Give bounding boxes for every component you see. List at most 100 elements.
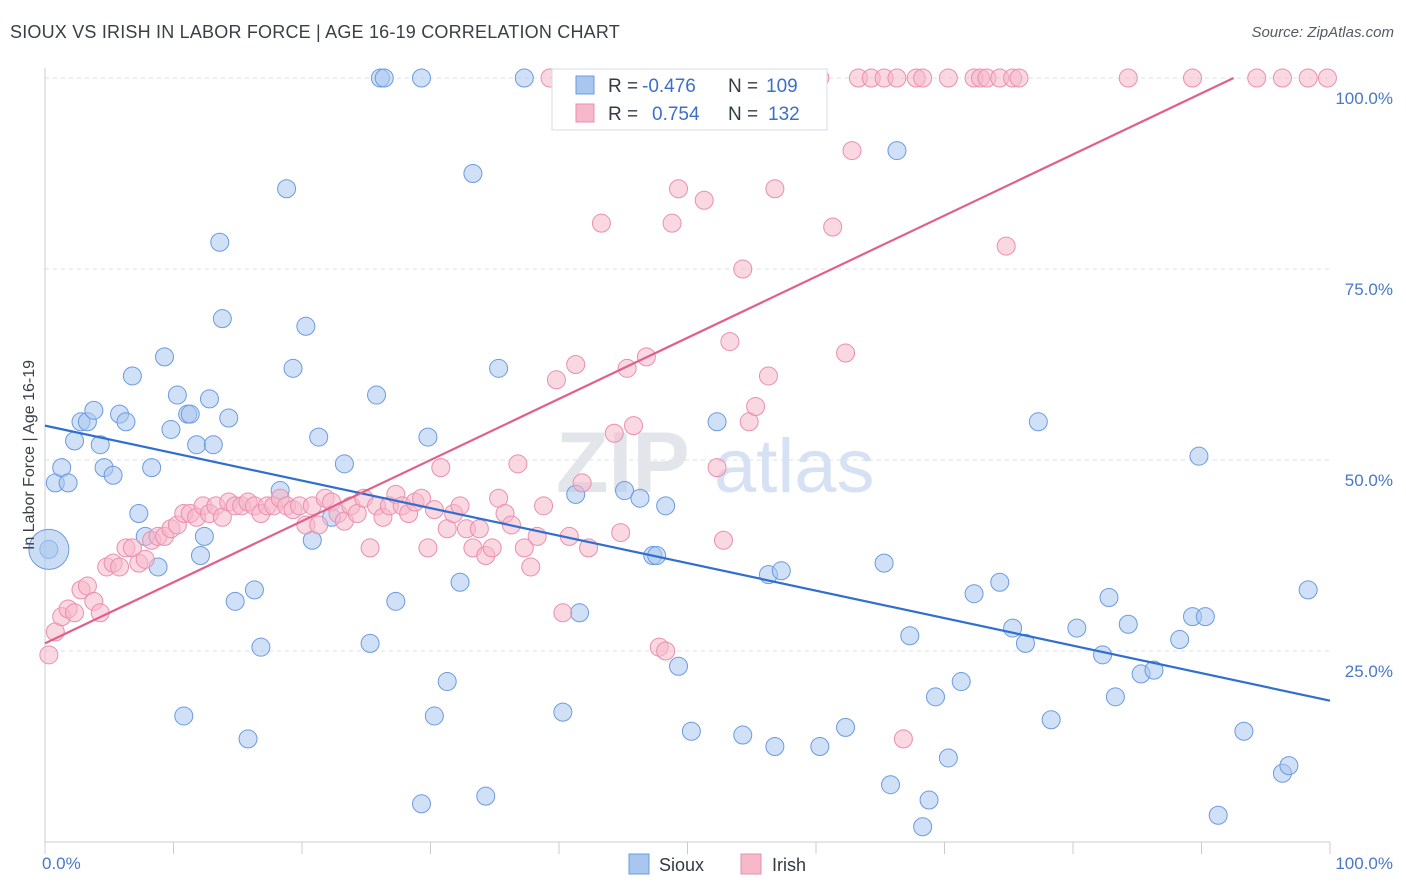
legend-r-value-sioux: -0.476 xyxy=(642,76,696,97)
x-tick-label-0: 0.0% xyxy=(42,854,81,873)
point-irish-136 xyxy=(1317,68,1337,88)
y-tick-label-1: 50.0% xyxy=(1345,471,1393,490)
point-sioux-20 xyxy=(167,385,187,405)
point-irish-4 xyxy=(65,603,85,623)
point-irish-11 xyxy=(110,557,130,577)
point-sioux-14 xyxy=(129,503,149,523)
point-sioux-43 xyxy=(334,454,354,474)
point-sioux-81 xyxy=(919,790,939,810)
point-sioux-8 xyxy=(90,435,110,455)
point-irish-80 xyxy=(553,603,573,623)
point-irish-98 xyxy=(669,179,689,199)
point-sioux-highlight xyxy=(28,528,70,570)
point-irish-61 xyxy=(431,458,451,478)
legend-n-label-sioux: N = xyxy=(728,76,758,97)
point-irish-50 xyxy=(360,538,380,558)
point-sioux-38 xyxy=(283,358,303,378)
point-sioux-91 xyxy=(1067,618,1087,638)
point-sioux-23 xyxy=(180,404,200,424)
point-sioux-12 xyxy=(116,412,136,432)
x-tick-label-1: 100.0% xyxy=(1335,854,1393,873)
y-tick-label-2: 75.0% xyxy=(1345,280,1393,299)
point-sioux-53 xyxy=(437,672,457,692)
point-sioux-45 xyxy=(367,385,387,405)
point-irish-96 xyxy=(656,641,676,661)
point-irish-77 xyxy=(534,496,554,516)
point-irish-107 xyxy=(746,397,766,417)
point-irish-0 xyxy=(39,645,59,665)
point-irish-89 xyxy=(611,523,631,543)
point-irish-135 xyxy=(1298,68,1318,88)
point-sioux-79 xyxy=(900,626,920,646)
point-sioux-28 xyxy=(203,435,223,455)
point-sioux-90 xyxy=(1041,710,1061,730)
point-irish-109 xyxy=(758,366,778,386)
point-irish-102 xyxy=(713,530,733,550)
chart-source: Source: ZipAtlas.com xyxy=(1251,24,1394,41)
point-irish-83 xyxy=(572,473,592,493)
point-sioux-41 xyxy=(309,427,329,447)
point-sioux-63 xyxy=(630,488,650,508)
point-sioux-62 xyxy=(615,481,635,501)
point-sioux-67 xyxy=(669,656,689,676)
point-sioux-54 xyxy=(450,572,470,592)
legend-n-value-irish: 132 xyxy=(768,104,800,125)
point-sioux-61 xyxy=(570,603,590,623)
point-irish-105 xyxy=(733,259,753,279)
point-irish-74 xyxy=(514,538,534,558)
point-sioux-72 xyxy=(765,737,785,756)
bottom-legend-swatch-irish xyxy=(740,853,762,875)
point-sioux-93 xyxy=(1099,588,1119,608)
point-sioux-26 xyxy=(194,526,214,546)
point-irish-88 xyxy=(604,423,624,443)
point-sioux-16 xyxy=(142,458,162,478)
point-irish-67 xyxy=(469,519,489,539)
point-sioux-25 xyxy=(190,546,210,565)
point-sioux-50 xyxy=(412,794,432,814)
point-sioux-82 xyxy=(926,687,946,707)
ticks-layer: 25.0% 50.0% 75.0% 100.0% 0.0% 100.0% xyxy=(42,89,1393,873)
chart-title: SIOUX VS IRISH IN LABOR FORCE | AGE 16-1… xyxy=(10,22,620,42)
trend-layer xyxy=(44,77,1331,702)
point-sioux-70 xyxy=(733,725,753,745)
point-sioux-21 xyxy=(174,706,194,726)
point-sioux-49 xyxy=(412,68,432,88)
point-irish-97 xyxy=(662,213,682,233)
legend-r-label-sioux: R = xyxy=(608,76,638,97)
point-sioux-52 xyxy=(424,706,444,726)
trend-line-sioux xyxy=(44,424,1331,702)
point-sioux-78 xyxy=(887,141,907,161)
y-tick-label-0: 25.0% xyxy=(1345,662,1393,681)
point-sioux-100 xyxy=(1189,446,1209,466)
point-irish-113 xyxy=(823,217,843,237)
trend-line-irish xyxy=(44,77,1235,645)
legend-r-label-irish: R = xyxy=(608,104,638,125)
point-sioux-30 xyxy=(212,309,232,329)
point-sioux-69 xyxy=(707,412,727,432)
point-sioux-44 xyxy=(360,633,380,653)
point-irish-86 xyxy=(591,213,611,233)
point-sioux-94 xyxy=(1105,687,1125,707)
point-irish-123 xyxy=(938,68,958,88)
point-sioux-58 xyxy=(514,68,534,88)
point-irish-79 xyxy=(546,370,566,390)
legend-swatch-irish xyxy=(575,103,595,123)
bottom-legend-label-irish: Irish xyxy=(772,855,806,875)
point-irish-120 xyxy=(893,729,913,749)
point-sioux-19 xyxy=(161,419,181,439)
point-sioux-27 xyxy=(199,389,219,409)
grid-layer xyxy=(45,77,1330,652)
point-sioux-32 xyxy=(225,591,245,611)
bottom-legend: Sioux Irish xyxy=(628,853,806,875)
point-irish-132 xyxy=(1183,68,1203,88)
bottom-legend-swatch-sioux xyxy=(628,853,650,875)
point-sioux-95 xyxy=(1118,614,1138,634)
bottom-legend-label-sioux: Sioux xyxy=(659,855,704,875)
point-irish-101 xyxy=(707,458,727,478)
point-sioux-68 xyxy=(681,721,701,741)
point-irish-82 xyxy=(566,355,586,374)
point-irish-131 xyxy=(1118,68,1138,88)
point-irish-100 xyxy=(694,190,714,210)
y-tick-label-3: 100.0% xyxy=(1335,89,1393,108)
points-layer xyxy=(28,68,1337,837)
